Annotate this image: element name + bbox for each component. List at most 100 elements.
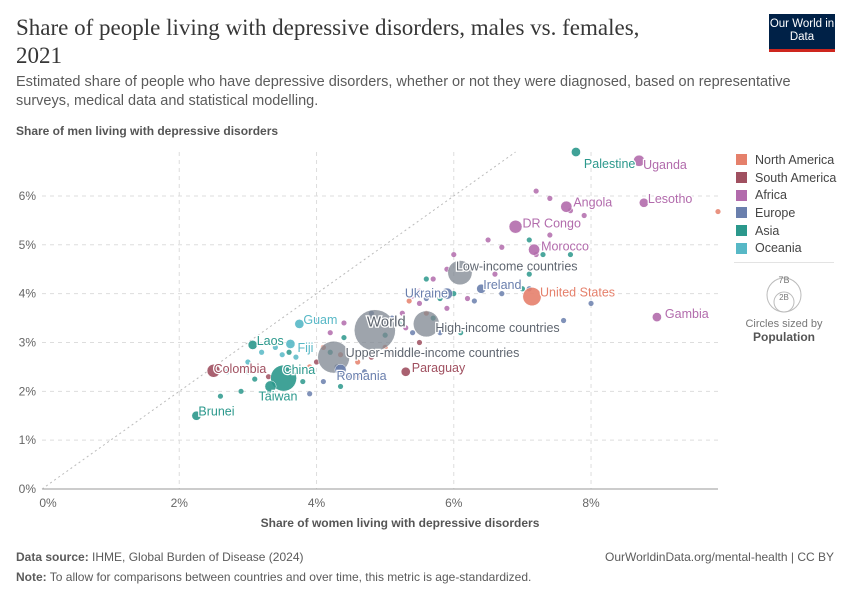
y-tick-label: 3%	[19, 335, 37, 349]
point-label: Morocco	[541, 240, 589, 254]
data-point	[355, 359, 361, 365]
point-label: Taiwan	[259, 389, 298, 403]
legend-swatch	[736, 225, 747, 237]
legend-label: North America	[755, 152, 835, 167]
data-point	[499, 244, 505, 250]
legend-label: Africa	[755, 188, 787, 203]
data-point	[320, 378, 326, 385]
data-point	[265, 391, 272, 397]
data-point	[389, 349, 395, 355]
data-point	[307, 391, 313, 397]
legend-swatch	[736, 242, 747, 254]
data-point-fiji	[285, 339, 296, 349]
legend-label: South America	[755, 170, 837, 185]
data-point	[348, 374, 354, 380]
data-point-palestine	[571, 147, 581, 157]
data-point-ukraine	[441, 287, 453, 300]
data-point	[217, 393, 224, 399]
y-tick-label: 2%	[19, 384, 37, 398]
data-point	[416, 339, 423, 346]
data-point	[458, 330, 464, 336]
data-point-brunei	[191, 410, 202, 421]
data-point-uganda	[633, 154, 645, 167]
data-point	[272, 344, 278, 350]
data-point	[406, 298, 412, 304]
data-point	[341, 334, 347, 341]
data-point	[396, 320, 402, 326]
data-point-paraguay	[400, 366, 411, 377]
data-point	[451, 251, 457, 258]
point-label: United States	[540, 286, 615, 300]
data-point-morocco	[528, 243, 540, 256]
logo-text: Our World in Data	[769, 18, 835, 43]
data-source: Data source: IHME, Global Burden of Dise…	[16, 550, 304, 564]
data-point	[526, 237, 532, 243]
data-point	[252, 376, 258, 382]
data-point	[399, 310, 405, 316]
data-point-lesotho	[639, 197, 649, 208]
data-point	[293, 354, 299, 360]
data-point-romania	[334, 363, 347, 376]
point-label: Colombia	[214, 362, 267, 376]
data-point	[313, 359, 320, 365]
legend-item-north-america[interactable]: North America	[736, 151, 836, 169]
point-label: Fiji	[297, 341, 313, 355]
size-legend-circles: 7B 2B	[766, 275, 802, 313]
data-point	[245, 359, 251, 365]
legend-item-south-america[interactable]: South America	[736, 169, 836, 187]
legend-item-oceania[interactable]: Oceania	[736, 239, 836, 257]
data-point	[560, 317, 567, 324]
legend-item-asia[interactable]: Asia	[736, 222, 836, 240]
legend-item-africa[interactable]: Africa	[736, 186, 836, 204]
point-label: DR Congo	[523, 217, 581, 231]
point-label: World	[367, 313, 406, 330]
point-label: Gambia	[665, 307, 709, 321]
point-label: Palestine	[584, 157, 635, 171]
data-point	[259, 349, 265, 355]
y-axis-label: Share of men living with depressive diso…	[16, 124, 279, 138]
region-legend: North America South America Africa Europe As…	[736, 151, 836, 257]
point-label: Romania	[337, 369, 387, 383]
data-point	[409, 293, 416, 299]
data-point	[437, 295, 443, 302]
source-url-link[interactable]: OurWorldinData.org/mental-health | CC BY	[605, 550, 834, 564]
point-label: Angola	[573, 196, 612, 210]
data-point	[499, 291, 505, 297]
data-point	[238, 388, 244, 394]
owid-logo[interactable]: Our World in Data	[769, 14, 835, 52]
point-label: Brunei	[198, 405, 234, 419]
x-tick-label: 0%	[39, 496, 57, 510]
data-point-united-states	[522, 287, 542, 307]
data-point	[337, 383, 344, 390]
data-point	[485, 237, 491, 243]
data-point	[355, 374, 361, 380]
data-point	[581, 212, 587, 219]
point-label: High-income countries	[435, 321, 559, 335]
data-point	[361, 369, 368, 375]
data-point	[519, 286, 526, 292]
data-point-ireland	[476, 283, 487, 294]
data-point-gambia	[652, 312, 662, 322]
data-point-angola	[560, 200, 573, 213]
x-axis-label: Share of women living with depressive di…	[0, 516, 760, 530]
data-point-laos	[247, 340, 258, 350]
x-tick-label: 4%	[308, 496, 326, 510]
data-point	[471, 325, 477, 331]
note: Note: To allow for comparisons between c…	[16, 570, 532, 584]
data-point-colombia	[206, 364, 221, 378]
point-label: Paraguay	[412, 361, 466, 375]
data-point	[567, 251, 574, 258]
size-legend-caption: Circles sized by	[745, 318, 823, 330]
data-point	[540, 251, 546, 258]
data-point	[265, 374, 272, 380]
data-point	[533, 188, 539, 194]
data-point	[464, 295, 471, 302]
x-tick-label: 8%	[582, 496, 600, 510]
legend-label: Asia	[755, 223, 780, 238]
legend-item-europe[interactable]: Europe	[736, 204, 836, 222]
data-point	[547, 232, 553, 238]
size-legend-variable: Population	[753, 330, 815, 344]
point-label: Lesotho	[648, 192, 693, 206]
size-legend-big: 7B	[778, 275, 789, 285]
y-tick-label: 6%	[19, 189, 37, 203]
